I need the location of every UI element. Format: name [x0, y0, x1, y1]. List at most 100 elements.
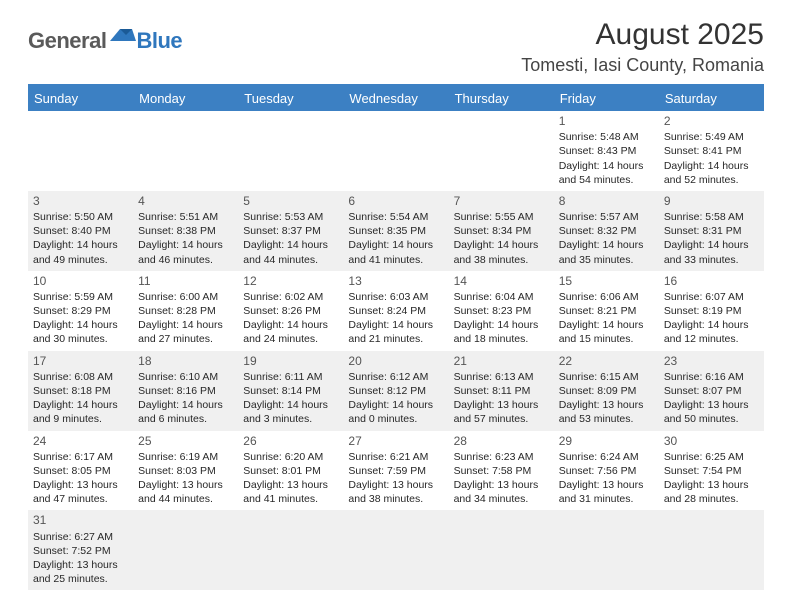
sunrise-text: Sunrise: 5:51 AM [138, 210, 233, 224]
daylight-text: Daylight: 14 hours and 3 minutes. [243, 398, 338, 426]
sunset-text: Sunset: 8:12 PM [348, 384, 443, 398]
day-number: 23 [664, 353, 759, 369]
day-number: 18 [138, 353, 233, 369]
week-row: 3Sunrise: 5:50 AMSunset: 8:40 PMDaylight… [28, 191, 764, 271]
day-number: 31 [33, 512, 128, 528]
empty-day-cell [343, 510, 448, 590]
sunrise-text: Sunrise: 6:08 AM [33, 370, 128, 384]
sunrise-text: Sunrise: 6:23 AM [454, 450, 549, 464]
daylight-text: Daylight: 14 hours and 38 minutes. [454, 238, 549, 266]
day-cell: 31 Sunrise: 6:27 AMSunset: 7:52 PMDayligh… [28, 510, 133, 590]
day-cell: 8Sunrise: 5:57 AMSunset: 8:32 PMDaylight… [554, 191, 659, 271]
day-cell: 16Sunrise: 6:07 AMSunset: 8:19 PMDayligh… [659, 271, 764, 351]
sunset-text: Sunset: 8:37 PM [243, 224, 338, 238]
day-cell: 20Sunrise: 6:12 AMSunset: 8:12 PMDayligh… [343, 351, 448, 431]
day-number: 12 [243, 273, 338, 289]
sunrise-text: Sunrise: 5:48 AM [559, 130, 654, 144]
sunset-text: Sunset: 8:23 PM [454, 304, 549, 318]
daylight-text: Daylight: 14 hours and 54 minutes. [559, 159, 654, 187]
weekday-header-row: Sunday Monday Tuesday Wednesday Thursday… [28, 86, 764, 111]
sunrise-text: Sunrise: 6:27 AM [33, 530, 128, 544]
day-number: 27 [348, 433, 443, 449]
week-row: 31 Sunrise: 6:27 AMSunset: 7:52 PMDayligh… [28, 510, 764, 590]
day-cell: 26Sunrise: 6:20 AMSunset: 8:01 PMDayligh… [238, 431, 343, 511]
sunset-text: Sunset: 8:38 PM [138, 224, 233, 238]
sunrise-text: Sunrise: 6:13 AM [454, 370, 549, 384]
day-cell: 4Sunrise: 5:51 AMSunset: 8:38 PMDaylight… [133, 191, 238, 271]
day-cell: 13Sunrise: 6:03 AMSunset: 8:24 PMDayligh… [343, 271, 448, 351]
sunrise-text: Sunrise: 6:04 AM [454, 290, 549, 304]
day-number: 28 [454, 433, 549, 449]
sunrise-text: Sunrise: 6:10 AM [138, 370, 233, 384]
empty-day-cell [133, 111, 238, 191]
daylight-text: Daylight: 14 hours and 21 minutes. [348, 318, 443, 346]
weekday-header: Wednesday [343, 86, 448, 111]
brand-part2: Blue [136, 28, 182, 54]
empty-day-cell [238, 111, 343, 191]
sunset-text: Sunset: 7:58 PM [454, 464, 549, 478]
daylight-text: Daylight: 14 hours and 18 minutes. [454, 318, 549, 346]
sunset-text: Sunset: 8:16 PM [138, 384, 233, 398]
day-number: 9 [664, 193, 759, 209]
sunset-text: Sunset: 7:52 PM [33, 544, 128, 558]
sunset-text: Sunset: 8:03 PM [138, 464, 233, 478]
sunset-text: Sunset: 8:31 PM [664, 224, 759, 238]
empty-day-cell [28, 111, 133, 191]
empty-day-cell [554, 510, 659, 590]
daylight-text: Daylight: 14 hours and 52 minutes. [664, 159, 759, 187]
title-block: August 2025 Tomesti, Iasi County, Romani… [521, 18, 764, 76]
day-number: 25 [138, 433, 233, 449]
sunrise-text: Sunrise: 6:17 AM [33, 450, 128, 464]
sunset-text: Sunset: 8:35 PM [348, 224, 443, 238]
day-number: 17 [33, 353, 128, 369]
daylight-text: Daylight: 14 hours and 12 minutes. [664, 318, 759, 346]
week-row: 17Sunrise: 6:08 AMSunset: 8:18 PMDayligh… [28, 351, 764, 431]
day-cell: 5Sunrise: 5:53 AMSunset: 8:37 PMDaylight… [238, 191, 343, 271]
day-number: 26 [243, 433, 338, 449]
day-cell: 30Sunrise: 6:25 AMSunset: 7:54 PMDayligh… [659, 431, 764, 511]
empty-day-cell [449, 111, 554, 191]
weekday-header: Thursday [449, 86, 554, 111]
empty-day-cell [133, 510, 238, 590]
sunrise-text: Sunrise: 6:15 AM [559, 370, 654, 384]
daylight-text: Daylight: 14 hours and 27 minutes. [138, 318, 233, 346]
sunset-text: Sunset: 7:54 PM [664, 464, 759, 478]
sunrise-text: Sunrise: 5:49 AM [664, 130, 759, 144]
day-cell: 25Sunrise: 6:19 AMSunset: 8:03 PMDayligh… [133, 431, 238, 511]
month-title: August 2025 [521, 18, 764, 51]
day-number: 20 [348, 353, 443, 369]
header-row: General Blue August 2025 Tomesti, Iasi C… [28, 18, 764, 76]
day-number: 15 [559, 273, 654, 289]
daylight-text: Daylight: 13 hours and 53 minutes. [559, 398, 654, 426]
brand-mark-icon [110, 25, 136, 46]
day-cell: 24Sunrise: 6:17 AMSunset: 8:05 PMDayligh… [28, 431, 133, 511]
day-number: 22 [559, 353, 654, 369]
daylight-text: Daylight: 14 hours and 44 minutes. [243, 238, 338, 266]
sunset-text: Sunset: 8:29 PM [33, 304, 128, 318]
weekday-header: Monday [133, 86, 238, 111]
day-number: 5 [243, 193, 338, 209]
day-cell: 9Sunrise: 5:58 AMSunset: 8:31 PMDaylight… [659, 191, 764, 271]
weekday-header: Saturday [659, 86, 764, 111]
day-cell: 27Sunrise: 6:21 AMSunset: 7:59 PMDayligh… [343, 431, 448, 511]
daylight-text: Daylight: 14 hours and 33 minutes. [664, 238, 759, 266]
day-cell: 21Sunrise: 6:13 AMSunset: 8:11 PMDayligh… [449, 351, 554, 431]
day-number: 4 [138, 193, 233, 209]
day-cell: 23Sunrise: 6:16 AMSunset: 8:07 PMDayligh… [659, 351, 764, 431]
sunrise-text: Sunrise: 6:21 AM [348, 450, 443, 464]
daylight-text: Daylight: 14 hours and 6 minutes. [138, 398, 233, 426]
day-cell: 6Sunrise: 5:54 AMSunset: 8:35 PMDaylight… [343, 191, 448, 271]
brand-logo: General Blue [28, 18, 182, 54]
sunrise-text: Sunrise: 6:02 AM [243, 290, 338, 304]
sunset-text: Sunset: 8:41 PM [664, 144, 759, 158]
sunset-text: Sunset: 8:32 PM [559, 224, 654, 238]
daylight-text: Daylight: 14 hours and 49 minutes. [33, 238, 128, 266]
sunrise-text: Sunrise: 6:07 AM [664, 290, 759, 304]
day-cell: 28Sunrise: 6:23 AMSunset: 7:58 PMDayligh… [449, 431, 554, 511]
sunset-text: Sunset: 8:11 PM [454, 384, 549, 398]
daylight-text: Daylight: 14 hours and 41 minutes. [348, 238, 443, 266]
sunrise-text: Sunrise: 6:11 AM [243, 370, 338, 384]
sunrise-text: Sunrise: 6:06 AM [559, 290, 654, 304]
daylight-text: Daylight: 13 hours and 25 minutes. [33, 558, 128, 586]
daylight-text: Daylight: 13 hours and 57 minutes. [454, 398, 549, 426]
